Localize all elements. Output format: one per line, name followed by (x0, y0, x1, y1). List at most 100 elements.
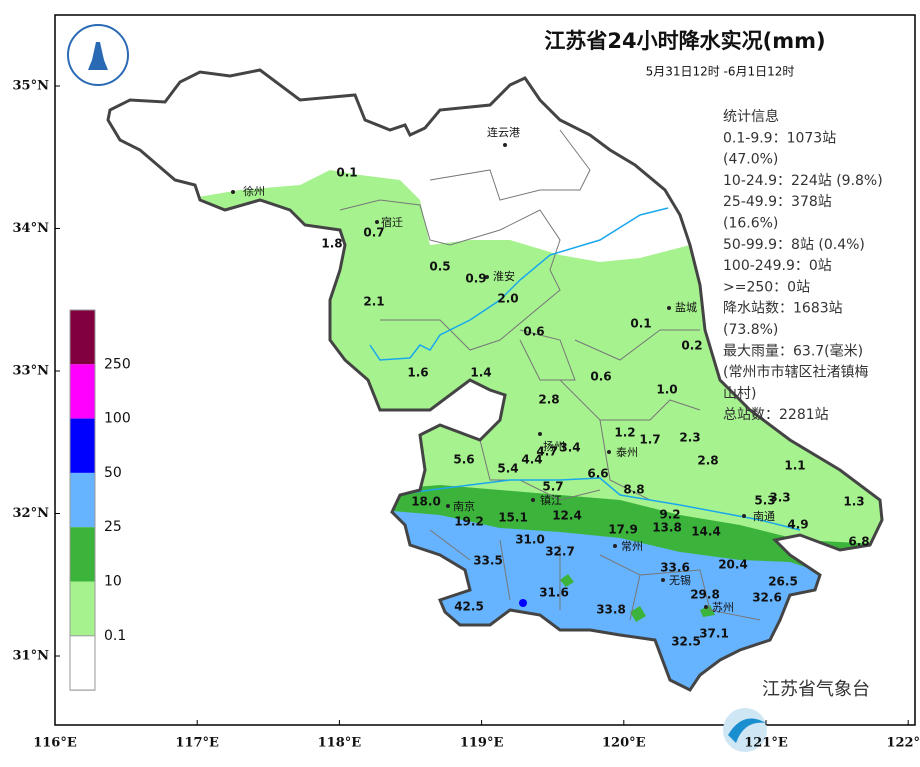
lat-label: 35°N (13, 79, 50, 94)
city-dot (607, 450, 611, 454)
station-value: 1.3 (843, 495, 864, 509)
station-value: 1.0 (656, 383, 677, 397)
legend-label: 0.1 (104, 628, 126, 644)
lon-label: 118°E (318, 736, 362, 751)
station-value: 4.9 (787, 518, 808, 532)
station-value: 1.7 (639, 433, 660, 447)
station-value: 4.4 (521, 453, 542, 467)
station-value: 1.4 (470, 366, 491, 380)
rivers (369, 207, 801, 531)
canal (369, 207, 669, 361)
yangtze (394, 477, 801, 531)
legend-swatch (70, 581, 95, 636)
watermark-logo (723, 708, 767, 752)
stat-line: 50-99.9：8站 (0.4%) (723, 237, 865, 253)
legend-label: 100 (104, 411, 131, 427)
station-value: 0.2 (681, 339, 702, 353)
station-value: 5.7 (542, 480, 563, 494)
station-value: 0.6 (523, 325, 544, 339)
station-value: 0.1 (630, 317, 651, 331)
lon-label: 121°E (744, 736, 788, 751)
station-value: 6.8 (848, 535, 869, 549)
stat-line: 统计信息 (723, 108, 779, 125)
city-dot (704, 605, 708, 609)
station-value: 31.0 (515, 533, 545, 547)
station-value: 15.1 (498, 511, 528, 525)
city-label: 连云港 (487, 126, 520, 139)
station-value: 13.8 (652, 521, 682, 535)
station-value: 2.0 (497, 292, 518, 306)
lon-label: 116°E (33, 736, 77, 751)
logo-tower (88, 42, 108, 70)
station-value: 2.3 (679, 431, 700, 445)
city-dot (613, 544, 617, 548)
station-value: 0.9 (465, 272, 486, 286)
station-value: 9.2 (659, 508, 680, 522)
lon-label: 120°E (602, 736, 646, 751)
station-value: 33.8 (596, 603, 626, 617)
city-label: 徐州 (243, 184, 265, 198)
legend-swatch (70, 418, 95, 473)
legend-swatch (70, 364, 95, 419)
city-dot (485, 275, 489, 279)
city-label: 宿迁 (381, 215, 403, 229)
city-dot (531, 498, 535, 502)
legend-label: 10 (104, 574, 122, 590)
lon-label: 122°E (886, 736, 920, 751)
stat-line: (73.8%) (723, 322, 778, 338)
station-value: 1.1 (784, 459, 805, 473)
map-subtitle: 5月31日12时 -6月1日12时 (646, 65, 795, 79)
legend-label: 25 (104, 519, 122, 535)
station-value: 12.4 (552, 509, 582, 523)
stat-line: 降水站数：1683站 (723, 301, 843, 317)
city-label: 苏州 (712, 601, 734, 614)
border (339, 199, 561, 351)
lat-label: 34°N (13, 221, 50, 236)
station-value: 3.4 (559, 441, 580, 455)
station-value: 42.5 (454, 600, 484, 614)
lon-label: 117°E (175, 736, 219, 751)
station-value: 18.0 (411, 495, 441, 509)
city-dot (538, 432, 542, 436)
lat-label: 31°N (13, 649, 50, 664)
legend-swatch (70, 472, 95, 528)
station-value: 32.6 (752, 591, 782, 605)
legend-swatch (69, 635, 96, 691)
city-dot (661, 578, 665, 582)
station-value: 3.3 (769, 491, 790, 505)
legend-swatch (70, 310, 95, 365)
station-value: 0.7 (363, 226, 384, 240)
station-value: 33.5 (473, 554, 503, 568)
city-label: 扬州 (543, 439, 565, 453)
legend-label: 50 (104, 465, 122, 481)
zone-10-spot (560, 574, 715, 622)
stat-line: 最大雨量：63.7(毫米) (723, 342, 863, 359)
zone-50-spot (519, 599, 527, 607)
city-dot (231, 190, 235, 194)
stat-line: (常州市市辖区社渚镇梅 (723, 364, 868, 381)
station-value: 2.8 (697, 454, 718, 468)
city-label: 泰州 (616, 445, 638, 459)
logo (67, 24, 129, 86)
stat-line: (16.6%) (723, 216, 778, 232)
station-value: 4.7 (536, 445, 557, 459)
station-value: 6.6 (587, 467, 608, 481)
stat-line: (47.0%) (723, 152, 778, 168)
watermark-swoosh (728, 718, 766, 743)
station-value: 2.1 (363, 295, 384, 309)
legend-label: 250 (104, 356, 131, 372)
lat-label: 33°N (13, 364, 50, 379)
station-value: 37.1 (699, 627, 729, 641)
map-title: 江苏省24小时降水实况(mm) (544, 29, 825, 53)
station-value: 14.4 (691, 525, 721, 539)
city-dot (375, 220, 379, 224)
station-value: 33.6 (660, 561, 690, 575)
stat-line: >=250：0站 (723, 279, 810, 295)
city-label: 无锡 (669, 573, 691, 587)
station-value: 31.6 (539, 586, 569, 600)
stat-line: 总站数：2281站 (723, 407, 829, 423)
border (429, 129, 591, 201)
station-value: 5.6 (453, 453, 474, 467)
